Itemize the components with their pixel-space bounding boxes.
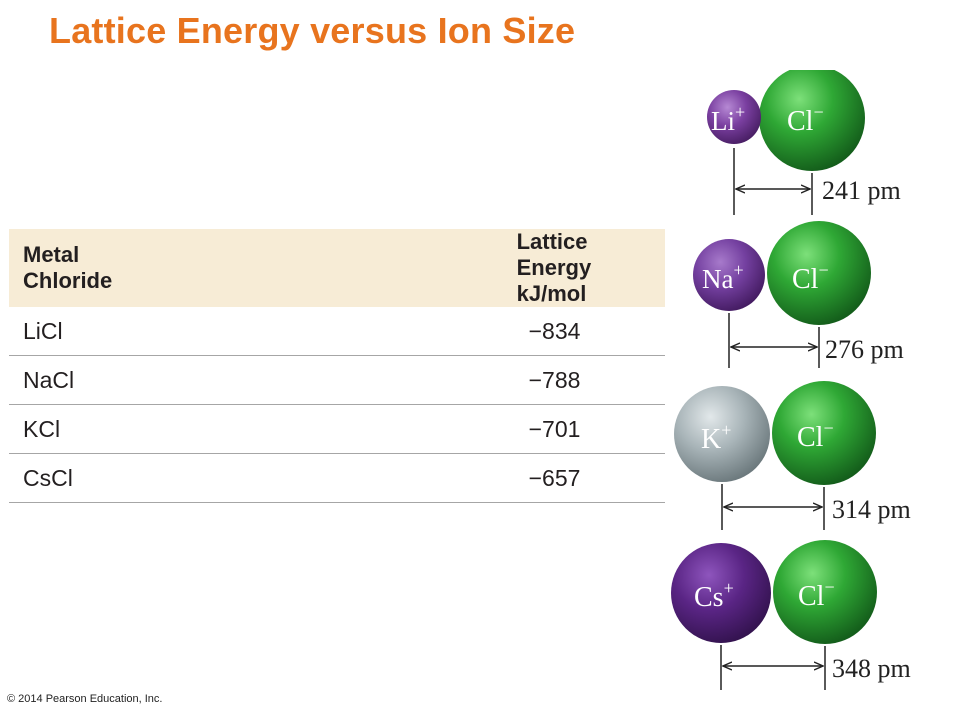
cscl-ion-pair: Cs+ Cl− 348 pm [671, 540, 911, 690]
kcl-ion-pair: K+ Cl− 314 pm [674, 381, 911, 530]
table-row: NaCl −788 [9, 355, 665, 405]
ion-size-diagram: Li+ Cl− 241 pm Na+ Cl− 276 pm K+ Cl− 314… [671, 70, 911, 690]
compound-cell: CsCl [9, 453, 151, 503]
chloride-ion-sphere [772, 381, 876, 485]
distance-label: 241 pm [822, 176, 901, 205]
anion-label: Cl− [792, 260, 829, 295]
chloride-ion-sphere [767, 221, 871, 325]
header-metal-chloride: Metal Chloride [9, 229, 151, 307]
cesium-ion-sphere [671, 543, 771, 643]
chloride-ion-sphere [759, 70, 865, 171]
cation-label: K+ [701, 420, 731, 455]
nacl-ion-pair: Na+ Cl− 276 pm [693, 221, 904, 368]
header-lattice-energy: Lattice Energy kJ/mol [150, 229, 665, 307]
lithium-ion-sphere [707, 90, 761, 144]
cation-label: Li+ [711, 102, 745, 136]
distance-label: 314 pm [832, 495, 911, 524]
energy-cell: −657 [150, 453, 665, 503]
copyright-notice: © 2014 Pearson Education, Inc. [7, 693, 163, 705]
chloride-ion-sphere [773, 540, 877, 644]
distance-label: 348 pm [832, 654, 911, 683]
energy-cell: −834 [150, 307, 665, 356]
licl-ion-pair: Li+ Cl− 241 pm [707, 70, 901, 215]
compound-cell: KCl [9, 404, 151, 454]
sodium-ion-sphere [693, 239, 765, 311]
table-row: LiCl −834 [9, 307, 665, 356]
energy-cell: −788 [150, 355, 665, 405]
potassium-ion-sphere [674, 386, 770, 482]
anion-label: Cl− [787, 102, 824, 137]
cation-label: Na+ [702, 260, 744, 294]
lattice-energy-table: Metal Chloride Lattice Energy kJ/mol LiC… [9, 229, 665, 503]
distance-label: 276 pm [825, 335, 904, 364]
compound-cell: LiCl [9, 307, 151, 356]
slide-title: Lattice Energy versus Ion Size [49, 10, 576, 51]
anion-label: Cl− [798, 577, 835, 612]
energy-cell: −701 [150, 404, 665, 454]
table-row: KCl −701 [9, 404, 665, 454]
table-header-row: Metal Chloride Lattice Energy kJ/mol [9, 229, 665, 307]
anion-label: Cl− [797, 418, 834, 453]
compound-cell: NaCl [9, 355, 151, 405]
table-row: CsCl −657 [9, 453, 665, 503]
cation-label: Cs+ [694, 578, 734, 613]
